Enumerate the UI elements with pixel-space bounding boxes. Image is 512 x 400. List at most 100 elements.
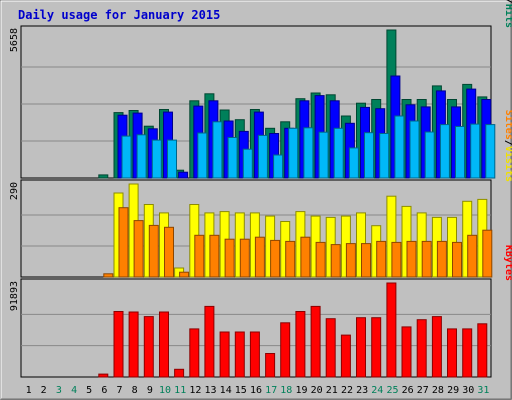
day-label-31: 31 [477,385,489,396]
bar-sites-day-23 [361,243,371,278]
bar-pages-day-27 [424,131,435,179]
bar-pages-day-18 [288,127,299,179]
day-label-19: 19 [295,385,307,396]
bar-kbytes-day-19 [295,311,306,378]
bar-sites-day-19 [300,236,311,278]
bar-pages-day-19 [303,127,314,179]
day-label-8: 8 [132,385,138,396]
bar-sites-day-9 [148,224,159,278]
bar-kbytes-day-20 [310,305,321,378]
legend-entry: Sites [503,110,512,140]
day-label-14: 14 [220,385,232,396]
bar-kbytes-day-6 [98,373,109,378]
bar-pages-day-14 [227,137,238,179]
legend-entry: KBytes [503,245,512,281]
bar-sites-day-24 [376,240,387,278]
bar-sites-day-28 [436,240,447,278]
panel-legend: Pages/Files/Hits [503,0,512,28]
day-label-26: 26 [402,385,414,396]
day-label-29: 29 [447,385,459,396]
bar-kbytes-day-21 [325,318,336,378]
bar-sites-day-25 [391,241,402,278]
bar-sites-day-22 [345,243,356,278]
bar-pages-day-26 [409,120,420,179]
panel-max-label: 91893 [9,281,20,311]
bar-kbytes-day-26 [401,326,412,378]
panel-sites-visits: 290 Sites/Visits [9,110,512,278]
bar-sites-day-8 [133,220,144,278]
bar-kbytes-day-22 [340,334,351,378]
day-label-1: 1 [26,385,32,396]
day-label-22: 22 [341,385,353,396]
bar-kbytes-day-24 [371,317,382,378]
bar-sites-day-11 [179,271,190,278]
bar-kbytes-day-25 [386,282,397,378]
day-label-10: 10 [159,385,171,396]
bar-kbytes-day-7 [113,311,124,378]
bar-sites-day-13 [209,234,220,278]
bar-pages-day-20 [318,131,329,179]
bar-pages-day-10 [167,139,177,179]
bar-kbytes-day-28 [431,316,442,378]
bar-pages-day-21 [333,127,344,179]
bar-sites-day-10 [164,226,174,278]
bar-pages-day-12 [197,132,208,179]
day-label-18: 18 [280,385,292,396]
bar-kbytes-day-29 [447,328,457,378]
bar-pages-day-22 [348,147,359,179]
bar-sites-day-15 [239,238,250,278]
day-label-17: 17 [265,385,277,396]
bar-kbytes-day-8 [128,311,139,378]
bar-kbytes-day-17 [265,353,276,378]
bar-pages-day-24 [379,133,390,179]
day-label-7: 7 [116,385,122,396]
panel-hits-files-pages: 5658 Pages/Files/Hits [9,0,512,179]
bar-sites-day-16 [254,236,265,278]
bar-sites-day-20 [315,241,326,278]
bar-kbytes-day-10 [159,311,169,378]
bar-hits-day-6 [98,174,109,179]
day-label-9: 9 [147,385,153,396]
bar-kbytes-day-16 [249,331,260,378]
bar-kbytes-day-13 [204,305,215,378]
bar-pages-day-7 [121,135,132,179]
bar-kbytes-day-12 [189,328,200,378]
bar-sites-day-14 [224,238,235,278]
chart-title: Daily usage for January 2015 [18,8,220,22]
bar-pages-day-30 [470,123,481,179]
bar-sites-day-7 [118,207,129,278]
day-axis: 1 2 3 4 5 6 7 8 9 10 11 12 13 14 15 16 17 18 19 20 21 22 23 24 2… [26,385,490,396]
panel-legend: KBytes [503,245,512,281]
panel-max-label: 290 [9,182,20,200]
day-label-25: 25 [386,385,398,396]
day-label-27: 27 [417,385,429,396]
bar-sites-day-12 [194,234,205,278]
day-label-13: 13 [204,385,216,396]
bar-pages-day-23 [364,132,374,179]
day-label-16: 16 [250,385,262,396]
bar-pages-day-15 [242,148,253,179]
bar-kbytes-day-23 [356,317,366,378]
bar-sites-day-29 [452,241,462,278]
bar-sites-day-18 [285,240,296,278]
bar-sites-day-27 [421,240,432,278]
day-label-15: 15 [235,385,247,396]
day-label-21: 21 [326,385,338,396]
day-label-28: 28 [432,385,444,396]
bar-kbytes-day-18 [280,322,291,378]
bar-pages-day-8 [136,134,147,179]
day-label-23: 23 [356,385,368,396]
bar-kbytes-day-31 [477,323,488,378]
bar-sites-day-17 [270,239,281,278]
bar-pages-day-16 [257,134,268,179]
bar-files-day-11 [178,171,189,179]
panel-legend: Sites/Visits [503,110,512,182]
day-label-2: 2 [41,385,47,396]
day-label-3: 3 [56,385,62,396]
bar-pages-day-25 [394,115,405,179]
bar-sites-day-21 [330,244,341,278]
bar-kbytes-day-15 [234,331,245,378]
bar-kbytes-day-14 [219,331,230,378]
bar-pages-day-28 [439,124,450,179]
